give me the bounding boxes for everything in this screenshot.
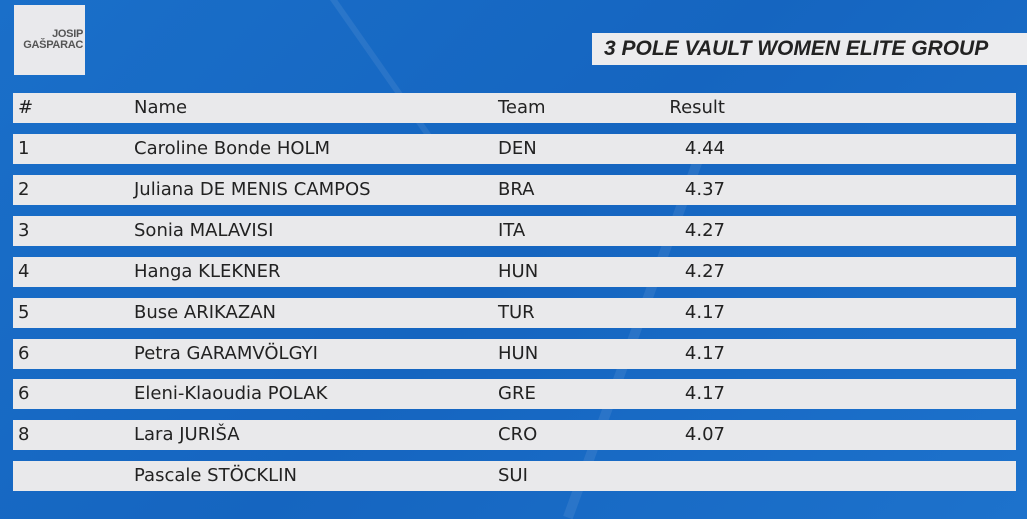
- table-row: 6 Petra GARAMVÖLGYI HUN 4.17: [13, 338, 1016, 369]
- cell-result: 4.37: [684, 178, 725, 200]
- cell-result: 4.27: [684, 219, 725, 241]
- cell-rank: 4: [18, 260, 30, 282]
- cell-team: HUN: [498, 260, 539, 282]
- table-row: 6 Eleni-Klaoudia POLAK GRE 4.17: [13, 379, 1016, 410]
- cell-name: Pascale STÖCKLIN: [134, 465, 297, 487]
- cell-name: Juliana DE MENIS CAMPOS: [134, 178, 371, 200]
- header-result: Result: [669, 97, 725, 118]
- table-row: Pascale STÖCKLIN SUI: [13, 461, 1016, 492]
- cell-team: BRA: [498, 178, 535, 200]
- header-rank: #: [18, 97, 34, 118]
- cell-team: DEN: [498, 138, 537, 159]
- cell-result: 4.07: [684, 424, 725, 446]
- cell-team: SUI: [498, 465, 528, 487]
- cell-team: HUN: [498, 342, 539, 364]
- event-title: 3 POLE VAULT WOMEN ELITE GROUP: [592, 33, 1027, 65]
- header-name: Name: [134, 97, 188, 118]
- cell-rank: 5: [18, 301, 30, 323]
- cell-result: 4.17: [684, 301, 725, 323]
- cell-rank: 6: [18, 342, 30, 364]
- cell-rank: 3: [18, 219, 30, 241]
- cell-team: TUR: [498, 301, 535, 323]
- cell-rank: 1: [18, 138, 30, 159]
- cell-team: GRE: [498, 383, 536, 405]
- table-row: 2 Juliana DE MENIS CAMPOS BRA 4.37: [13, 174, 1016, 205]
- cell-name: Eleni-Klaoudia POLAK: [134, 383, 328, 405]
- table-row: 4 Hanga KLEKNER HUN 4.27: [13, 256, 1016, 287]
- cell-name: Petra GARAMVÖLGYI: [134, 342, 318, 364]
- cell-name: Hanga KLEKNER: [134, 260, 281, 282]
- cell-rank: 6: [18, 383, 30, 405]
- table-row: 8 Lara JURIŠA CRO 4.07: [13, 420, 1016, 451]
- cell-result: 4.17: [684, 383, 725, 405]
- table-row: 5 Buse ARIKAZAN TUR 4.17: [13, 297, 1016, 328]
- cell-rank: 2: [18, 178, 30, 200]
- table-header: # Name Team Result: [13, 93, 1016, 123]
- cell-team: CRO: [498, 424, 538, 446]
- cell-result: 4.17: [684, 342, 725, 364]
- cell-result: 4.44: [684, 138, 725, 159]
- cell-name: Caroline Bonde HOLM: [134, 138, 331, 159]
- cell-name: Lara JURIŠA: [134, 424, 240, 446]
- cell-result: 4.27: [684, 260, 725, 282]
- cell-rank: 8: [18, 424, 30, 446]
- header-team: Team: [498, 97, 546, 118]
- table-row: 1 Caroline Bonde HOLM DEN 4.44: [13, 134, 1016, 164]
- meet-logo: JOSIP GAŠPARAC: [14, 5, 85, 75]
- cell-name: Sonia MALAVISI: [134, 219, 274, 241]
- logo-text: JOSIP: [52, 28, 83, 40]
- table-row: 3 Sonia MALAVISI ITA 4.27: [13, 215, 1016, 246]
- logo-text: GAŠPARAC: [23, 39, 83, 51]
- cell-name: Buse ARIKAZAN: [134, 301, 276, 323]
- cell-team: ITA: [498, 219, 526, 241]
